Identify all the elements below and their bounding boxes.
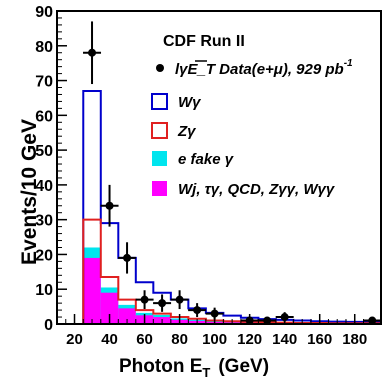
x-tick-label-2: 60 [136, 331, 153, 348]
data-point-4-marker [158, 299, 167, 308]
data-point-5-marker [175, 295, 184, 304]
data-point-3-marker [140, 295, 149, 304]
legend-label-bkg: Wj, τγ, QCD, Zγγ, Wγγ [178, 181, 336, 198]
chart-title: CDF Run II [163, 33, 245, 50]
data-point-3 [135, 290, 154, 310]
data-point-6-marker [193, 306, 202, 315]
y-tick-label-2: 20 [35, 247, 53, 264]
x-tick-label-8: 180 [342, 331, 367, 348]
x-tick-label-1: 40 [101, 331, 118, 348]
y-tick-label-0: 0 [44, 317, 53, 334]
y-tick-label-7: 70 [35, 74, 53, 91]
data-point-0 [83, 21, 102, 85]
x-axis-label: Photon ET (GeV) [119, 356, 269, 380]
data-points [83, 21, 382, 325]
data-point-7-marker [210, 309, 219, 318]
legend-label-zg: Zγ [177, 123, 197, 140]
data-point-4 [153, 294, 172, 312]
y-axis-label: Events/10 GeV [18, 119, 41, 265]
data-point-6 [188, 303, 207, 318]
legend-swatch-wg [151, 93, 168, 110]
x-axis-label-unit: (GeV) [218, 356, 269, 377]
bar-bkg-1 [100, 292, 119, 324]
axis-ticks: 20 40 60 80 100 120 140 160 180 0 10 20 30 40 50 60 70 80… [35, 4, 382, 348]
bar-bkg-2 [118, 308, 136, 324]
x-tick-label-7: 160 [307, 331, 332, 348]
y-tick-label-6: 60 [35, 108, 53, 125]
y-tick-label-1: 10 [35, 282, 53, 299]
legend: lγE_T Data(e+μ), 929 pb-1 Wγ Zγ e fake γ… [151, 58, 353, 198]
legend-marker-data [156, 64, 164, 72]
x-tick-label-4: 100 [202, 331, 227, 348]
outline-histograms [82, 89, 382, 325]
y-tick-label-3: 30 [35, 213, 53, 230]
x-tick-label-3: 80 [171, 331, 188, 348]
x-tick-label-0: 20 [66, 331, 83, 348]
histogram-wg [82, 89, 382, 324]
data-point-2 [118, 242, 137, 274]
legend-label-data: lγE_T Data(e+μ), 929 pb-1 [175, 58, 353, 78]
plot-frame [56, 10, 382, 325]
bar-bkg-0 [83, 257, 101, 324]
y-tick-label-9: 90 [35, 4, 53, 21]
legend-label-efake: e fake γ [178, 151, 235, 168]
legend-label-wg: Wγ [178, 94, 202, 111]
y-tick-label-8: 80 [35, 39, 53, 56]
y-tick-label-5: 50 [35, 143, 53, 160]
legend-swatch-zg [151, 122, 168, 139]
data-point-2-marker [123, 253, 132, 262]
x-tick-label-6: 140 [272, 331, 297, 348]
data-point-1-marker [105, 201, 114, 210]
legend-swatch-bkg [152, 181, 167, 196]
data-point-0-marker [88, 48, 97, 57]
data-point-1 [100, 184, 119, 227]
y-tick-label-4: 40 [35, 178, 53, 195]
x-axis-label-sub: T [202, 365, 210, 380]
data-point-5 [170, 290, 189, 310]
legend-swatch-efake [152, 151, 167, 166]
x-axis-label-main: Photon E [119, 356, 202, 377]
x-tick-label-5: 120 [237, 331, 262, 348]
